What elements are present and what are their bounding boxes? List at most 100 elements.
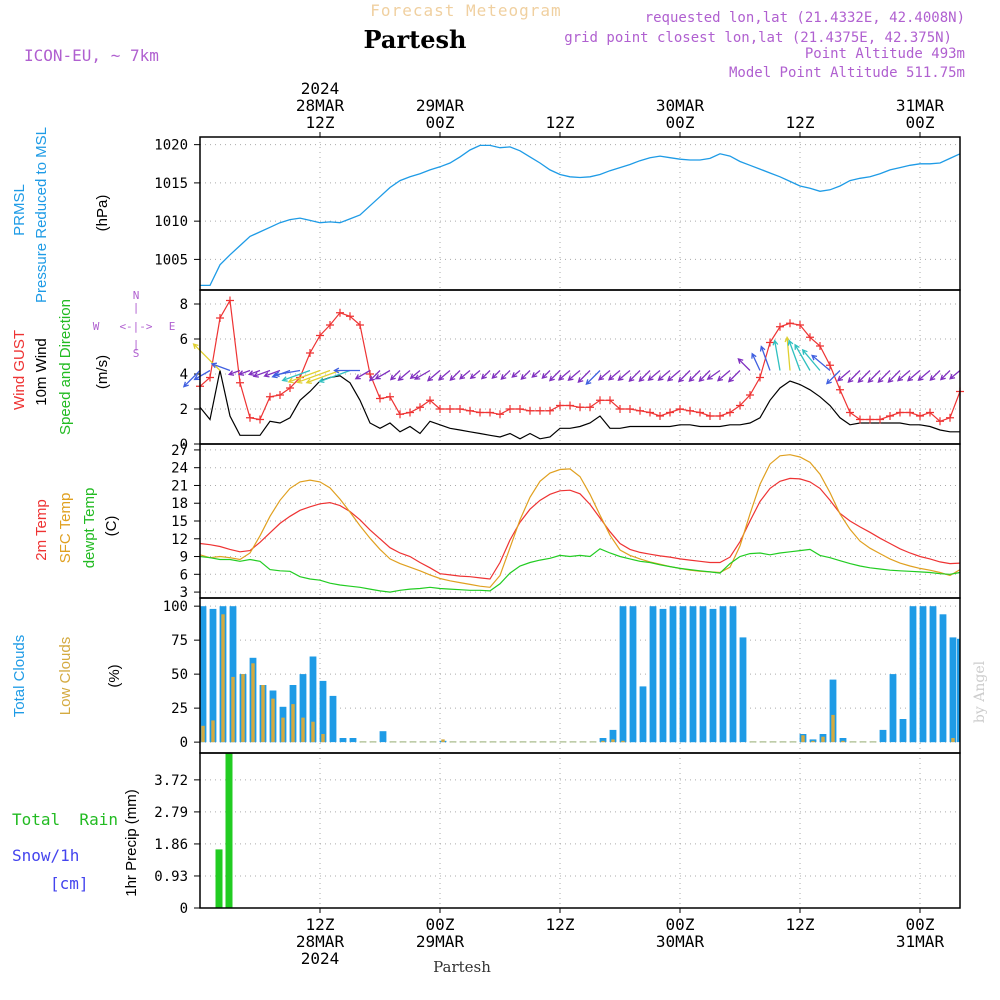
wind-direction-arrow (825, 370, 841, 385)
y-tick-label: 15 (171, 514, 188, 530)
low-cloud-bar (801, 735, 805, 743)
gust-marker (626, 405, 634, 413)
gust-marker (326, 321, 334, 329)
low-cloud-bar (841, 740, 845, 743)
compass-south: S (133, 347, 140, 360)
zero-cloud-bar (559, 741, 567, 743)
wind-direction-arrow (585, 370, 601, 386)
total-cloud-bar (829, 679, 837, 743)
low-cloud-bar (811, 740, 815, 743)
zero-cloud-bar (359, 741, 367, 743)
total-cloud-bar (699, 606, 707, 743)
time-label-bottom: 12Z (546, 915, 575, 934)
gust-marker (696, 408, 704, 417)
gust-marker (886, 412, 894, 420)
wind-direction-arrow (557, 370, 571, 381)
wind-direction-arrow (247, 369, 261, 376)
wind-direction-arrow (548, 370, 561, 382)
zero-cloud-bar (459, 741, 467, 743)
total-cloud-bar (839, 738, 847, 743)
y-tick-label: 12 (171, 532, 188, 548)
clouds-unit-label: (%) (106, 664, 123, 687)
gust-marker (896, 408, 904, 417)
low-cloud-bar (951, 738, 955, 743)
zero-cloud-bar (579, 741, 587, 743)
wind-direction-arrow (688, 370, 701, 383)
gust-marker (506, 405, 514, 413)
gust-marker (566, 401, 574, 410)
y-tick-label: 2 (180, 402, 188, 418)
wind-direction-arrow (638, 370, 651, 383)
y-tick-label: 6 (180, 332, 188, 348)
total-cloud-bar (809, 739, 817, 743)
wind-direction-arrow (706, 369, 721, 380)
wind-direction-arrow (949, 370, 961, 380)
panel-frame (199, 752, 961, 909)
wind-ylabel: Wind GUST 10m Wind Speed and Direction (… (11, 289, 175, 435)
svg-text:<-|->: <-|-> (119, 320, 152, 333)
wind-unit-label: (m/s) (94, 355, 111, 389)
requested-coords: requested lon,lat (21.4332E, 42.4008N) (645, 10, 965, 26)
wind-direction-arrow (577, 370, 591, 384)
gust-marker (516, 405, 524, 413)
gust-marker (446, 405, 454, 413)
time-label-top: 29MAR (416, 96, 465, 115)
time-label-bottom: 2024 (301, 949, 340, 968)
y-tick-label: 0.93 (154, 869, 188, 885)
low-cloud-bar (441, 739, 445, 743)
gust-marker (836, 385, 844, 394)
time-label-bottom: 31MAR (896, 932, 945, 951)
zero-cloud-bar (749, 741, 757, 743)
wind-direction-arrow (389, 370, 401, 381)
wind-direction-arrow (480, 370, 491, 380)
total-cloud-bar (957, 638, 960, 743)
zero-cloud-bar (469, 741, 477, 743)
wind-direction-arrow (751, 352, 761, 371)
gust-marker (466, 406, 474, 415)
zero-cloud-bar (859, 741, 867, 743)
wind-direction-arrow (491, 370, 501, 380)
time-label-top: 31MAR (896, 96, 945, 115)
wind-direction-arrow (597, 370, 611, 381)
total-cloud-bar (629, 606, 637, 743)
wind-direction-arrow (541, 370, 551, 380)
wind-direction-arrow (677, 370, 691, 383)
wind-direction-arrow (414, 369, 431, 380)
gust-marker (856, 415, 864, 424)
wind-direction-arrow (647, 370, 661, 381)
wind-direction-arrow (737, 357, 751, 371)
dewpt-temp-label: dewpt Temp (81, 488, 98, 569)
wind-direction-arrow (281, 369, 311, 382)
low-cloud-bar (321, 734, 325, 743)
wind-direction-arrow (426, 370, 441, 382)
total-cloud-bar (709, 608, 717, 743)
wind-direction-arrow (305, 369, 341, 384)
time-label-bottom: 00Z (906, 915, 935, 934)
low-cloud-bar (201, 725, 205, 743)
gust-marker (936, 417, 944, 426)
time-label-top: 30MAR (656, 96, 705, 115)
gust-marker (426, 396, 434, 405)
total-cloud-bar (879, 729, 887, 743)
pressure-unit-label: (hPa) (94, 195, 111, 232)
wind-panel: 0 2 4 6 8 (180, 296, 964, 453)
time-label-top: 12Z (786, 113, 815, 132)
time-label-bottom: 12Z (786, 915, 815, 934)
y-tick-label: 75 (171, 633, 188, 649)
low-cloud-bar (271, 698, 275, 743)
wind-direction-arrow (787, 339, 801, 371)
gust-marker (216, 314, 224, 322)
time-label-top: 00Z (426, 113, 455, 132)
gust-marker (416, 403, 424, 412)
y-tick-label: 1.86 (154, 837, 188, 853)
total-cloud-bar (939, 614, 947, 743)
gust-marker (286, 384, 294, 392)
total-cloud-bar (379, 731, 387, 743)
gust-marker (686, 406, 694, 415)
wind-direction-arrow (409, 370, 421, 380)
wind-direction-arrow (628, 370, 641, 383)
total-cloud-bar (659, 608, 667, 743)
total-cloud-bar (329, 695, 337, 743)
total-cloud-bar (929, 606, 937, 743)
total-cloud-bar (349, 738, 357, 743)
